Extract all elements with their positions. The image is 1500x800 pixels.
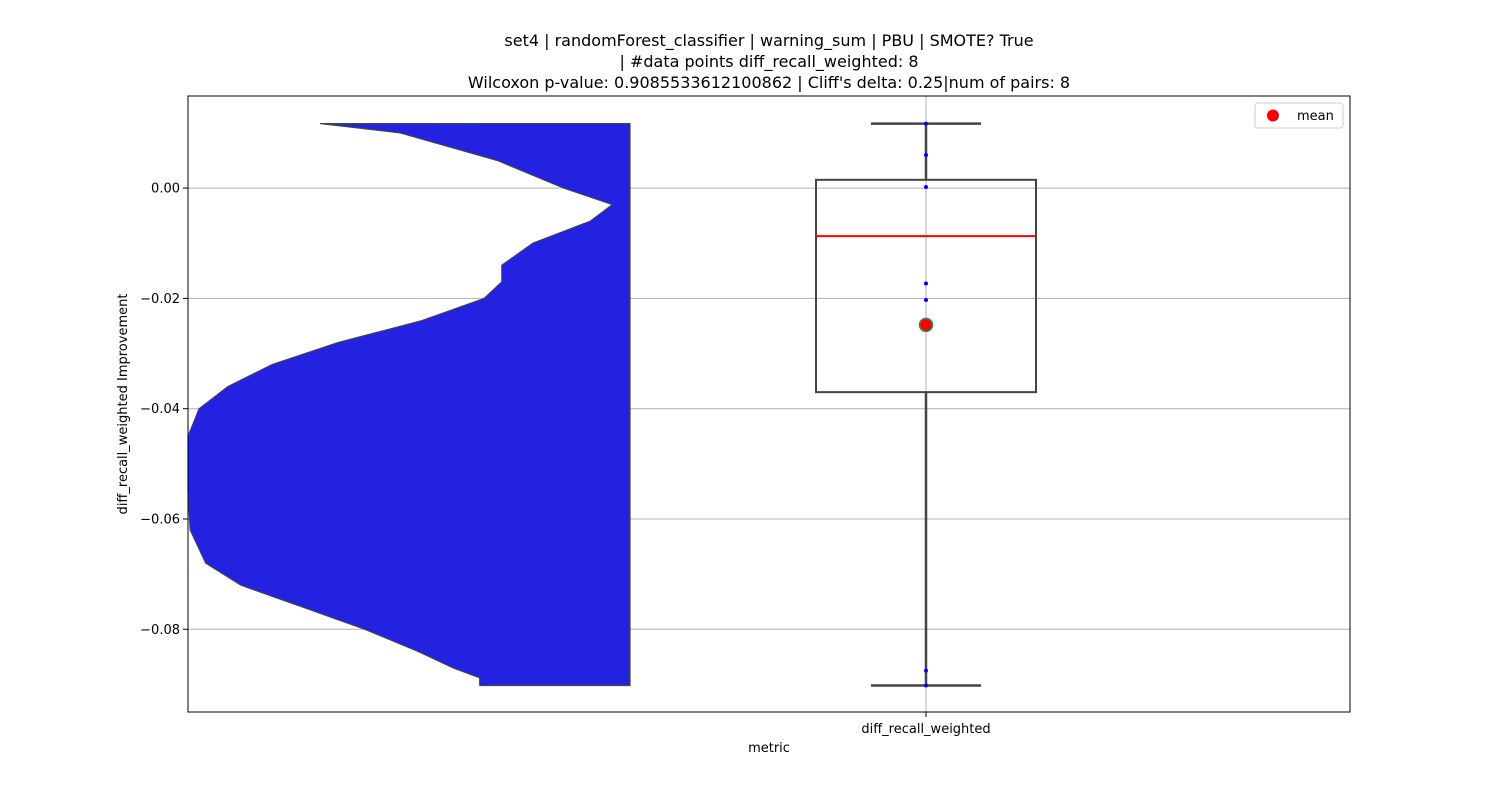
y-axis: 0.00 −0.02 −0.04 −0.06 −0.08 <box>140 182 188 638</box>
data-point <box>924 153 928 158</box>
mean-marker <box>918 317 934 333</box>
plot-frame <box>187 95 1351 713</box>
x-axis-label: metric <box>748 741 790 756</box>
chart-title: set4 | randomForest_classifier | warning… <box>468 31 1070 92</box>
legend-mean-label: mean <box>1297 109 1334 124</box>
data-point <box>924 683 928 688</box>
legend: mean <box>1254 102 1344 129</box>
title-line-2: | #data points diff_recall_weighted: 8 <box>619 52 918 72</box>
y-axis-label: diff_recall_weighted Improvement <box>116 294 131 515</box>
data-point <box>924 668 928 673</box>
data-point <box>924 184 928 189</box>
interquartile-box <box>815 178 1037 394</box>
y-tick-label: −0.06 <box>140 512 180 527</box>
title-line-3: Wilcoxon p-value: 0.9085533612100862 | C… <box>468 73 1070 92</box>
x-axis: diff_recall_weighted <box>861 712 991 737</box>
title-line-1: set4 | randomForest_classifier | warning… <box>504 31 1033 51</box>
data-point <box>924 281 928 286</box>
y-tick-label: 0.00 <box>151 182 180 197</box>
data-point <box>924 121 928 126</box>
x-tick-label: diff_recall_weighted <box>861 722 990 737</box>
legend-mean-marker <box>1267 109 1279 122</box>
data-point <box>924 298 928 303</box>
data-points <box>924 121 928 688</box>
y-tick-label: −0.08 <box>140 623 180 638</box>
plot-area <box>187 95 1351 713</box>
legend-frame <box>1254 102 1344 129</box>
y-tick-label: −0.02 <box>140 292 180 307</box>
y-tick-label: −0.04 <box>140 402 180 417</box>
violin-shape <box>187 122 631 687</box>
